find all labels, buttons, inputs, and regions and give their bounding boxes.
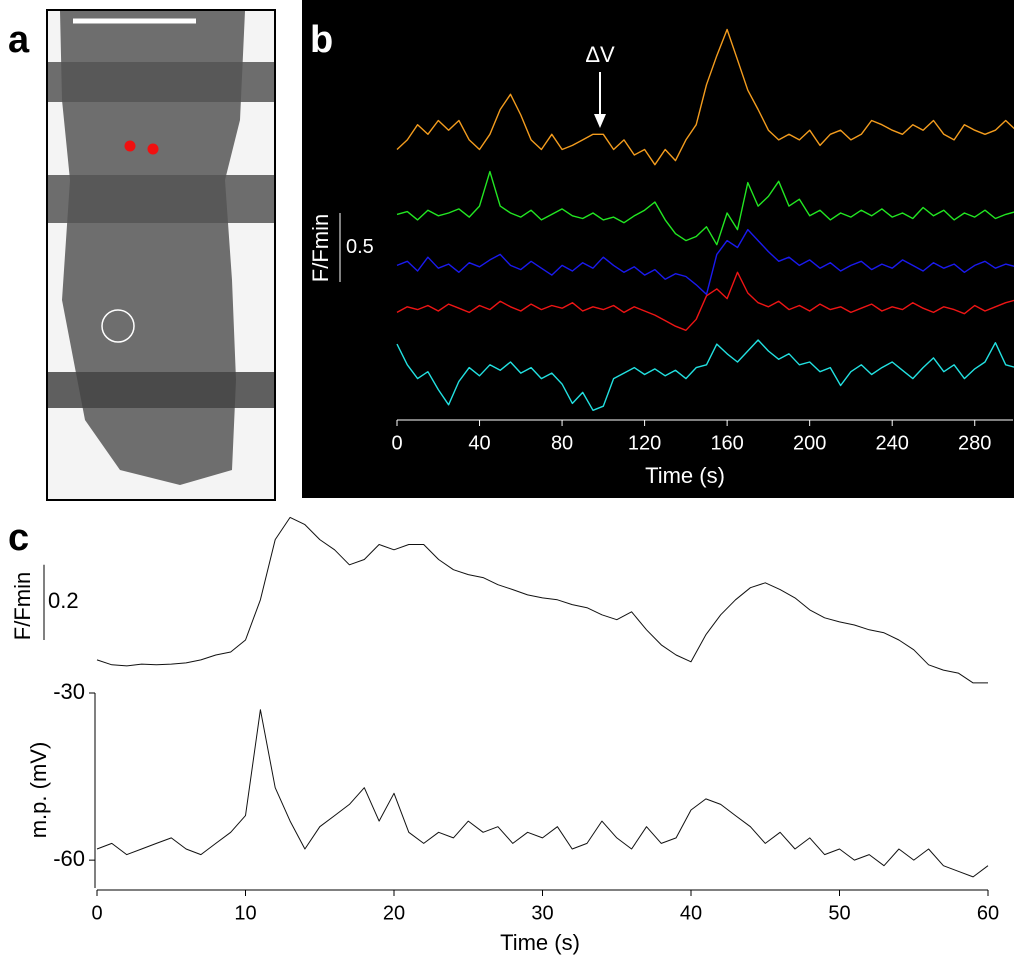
y-tick-label: -60 [53,846,85,871]
y-axis-title: m.p. (mV) [26,742,51,839]
scale-bar-label: 0.5 [346,236,374,258]
x-tick-label: 280 [958,432,991,454]
scale-bar-label: 0.2 [48,588,79,613]
x-tick-label: 50 [828,902,850,924]
x-tick-label: 40 [468,432,490,454]
y-tick-label: -30 [53,679,85,704]
y-axis-title: F/Fmin [308,214,333,282]
trace [396,170,1014,246]
x-axis-title: Time (s) [645,463,725,488]
panel-b-background [302,0,1014,498]
annotation-arrowhead [594,114,606,128]
x-axis-title: Time (s) [500,930,580,955]
trace [396,271,1014,331]
x-tick-label: 160 [710,432,743,454]
plot [96,709,989,878]
x-tick-label: 20 [383,902,405,924]
trace [396,28,1014,166]
trace [96,516,988,684]
panel-label: a [8,19,30,61]
band [48,372,274,408]
x-tick-label: 0 [391,432,402,454]
x-tick-label: 60 [977,902,999,924]
panel-label: b [310,19,333,61]
x-tick-label: 240 [876,432,909,454]
x-tick-label: 200 [793,432,826,454]
trace [396,228,1014,296]
band [48,62,274,102]
cell-body [60,11,245,485]
x-tick-label: 0 [91,902,102,924]
plot [96,516,988,684]
marker-dot [147,143,159,155]
plot [396,28,1014,411]
annotation: ΔV [585,42,615,67]
roi-circle [101,309,135,343]
x-tick-label: 120 [628,432,661,454]
micrograph [46,9,276,501]
y-axis-title: F/Fmin [10,572,35,640]
panel-label: c [8,517,29,559]
x-tick-label: 40 [680,902,702,924]
marker-dot [124,140,136,152]
band [48,175,274,223]
x-tick-label: 30 [531,902,553,924]
x-tick-label: 10 [234,902,256,924]
x-tick-label: 80 [551,432,573,454]
trace [396,339,1014,411]
trace [96,709,989,878]
